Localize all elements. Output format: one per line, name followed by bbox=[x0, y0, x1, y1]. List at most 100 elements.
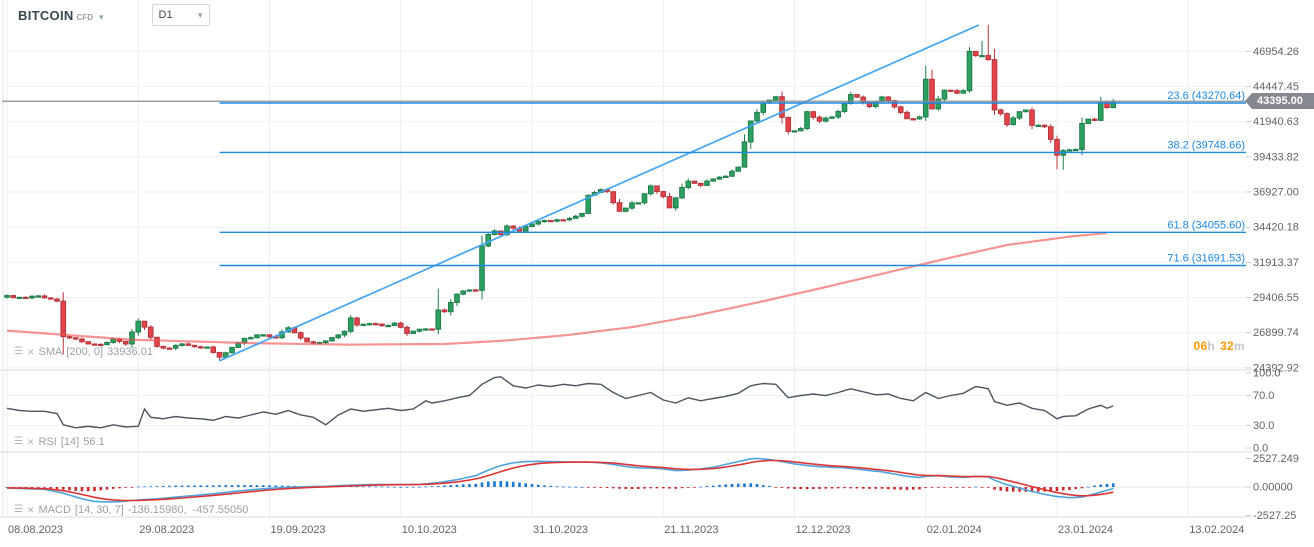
macd-histogram-bar bbox=[80, 487, 84, 492]
macd-histogram-bar bbox=[961, 487, 965, 488]
macd-histogram-bar bbox=[636, 487, 640, 490]
macd-histogram-bar bbox=[286, 485, 290, 487]
candle-body bbox=[1029, 109, 1035, 126]
indicator-legend-icon[interactable]: ☰ bbox=[14, 436, 23, 447]
price-axis-background[interactable] bbox=[1248, 0, 1314, 547]
macd-histogram-bar bbox=[405, 486, 409, 488]
candle-body bbox=[460, 290, 467, 295]
candle-body bbox=[904, 111, 910, 120]
candle-body bbox=[1079, 122, 1085, 150]
candle-body bbox=[16, 296, 23, 300]
macd-histogram-bar bbox=[1005, 487, 1009, 492]
candle-body bbox=[710, 178, 717, 182]
candle-body bbox=[135, 320, 142, 333]
macd-histogram-bar bbox=[530, 484, 534, 487]
candle-body bbox=[197, 346, 204, 349]
macd-histogram-bar bbox=[274, 485, 278, 487]
macd-histogram-bar bbox=[555, 486, 559, 488]
macd-histogram-bar bbox=[93, 487, 96, 492]
macd-histogram-bar bbox=[811, 487, 815, 490]
macd-histogram-bar bbox=[930, 487, 934, 488]
trendline[interactable] bbox=[219, 24, 980, 362]
macd-histogram-bar bbox=[993, 487, 996, 490]
macd-histogram-bar bbox=[1105, 483, 1109, 487]
price-tick-label: 34420.18 bbox=[1253, 222, 1299, 234]
chart-header: BITCOIN CFD ▾ D1 ▾ bbox=[0, 0, 210, 30]
indicator-value: 56.1 bbox=[83, 436, 105, 448]
macd-histogram-bar bbox=[168, 485, 171, 487]
macd-histogram-bar bbox=[374, 486, 378, 488]
candle-countdown: 06h 32m bbox=[1100, 339, 1245, 353]
symbol-selector[interactable]: BITCOIN CFD ▾ bbox=[18, 8, 104, 23]
candle-body bbox=[1066, 149, 1073, 152]
macd-histogram-bar bbox=[161, 485, 165, 487]
macd-histogram-bar bbox=[524, 483, 528, 487]
macd-histogram-bar bbox=[55, 487, 59, 490]
date-tick-label: 19.09.2023 bbox=[271, 524, 326, 536]
indicator-remove-icon[interactable]: ✕ bbox=[26, 504, 35, 515]
macd-histogram-bar bbox=[1055, 487, 1059, 492]
candle-body bbox=[872, 100, 879, 108]
macd-histogram-bar bbox=[574, 486, 578, 488]
candle-body bbox=[379, 323, 385, 327]
macd-histogram-bar bbox=[686, 487, 690, 488]
candle-body bbox=[835, 111, 842, 118]
candle-body bbox=[360, 323, 367, 326]
macd-histogram-bar bbox=[86, 487, 90, 492]
macd-histogram-bar bbox=[611, 487, 615, 489]
countdown-minutes-unit: m bbox=[1234, 339, 1245, 353]
macd-histogram-bar bbox=[805, 487, 809, 490]
macd-histogram-bar bbox=[768, 485, 771, 487]
macd-tick-label: 2527.249 bbox=[1253, 453, 1299, 465]
candle-body bbox=[354, 317, 360, 326]
candle-body bbox=[122, 340, 129, 345]
macd-histogram-bar bbox=[486, 481, 490, 487]
macd-histogram-bar bbox=[1011, 487, 1015, 492]
indicator-legend-icon[interactable]: ☰ bbox=[14, 346, 23, 357]
macd-histogram-bar bbox=[205, 485, 209, 487]
macd-tick-label: -2527.25 bbox=[1253, 510, 1296, 522]
macd-histogram-bar bbox=[605, 487, 609, 488]
candle-body bbox=[935, 98, 942, 110]
candle-body bbox=[1085, 118, 1092, 124]
macd-histogram-bar bbox=[430, 486, 434, 487]
macd-histogram-bar bbox=[543, 485, 546, 487]
date-tick-label: 31.10.2023 bbox=[533, 524, 588, 536]
indicator-remove-icon[interactable]: ✕ bbox=[26, 346, 35, 357]
date-tick-label: 23.01.2024 bbox=[1058, 524, 1113, 536]
timeframe-selector[interactable]: D1 ▾ bbox=[151, 4, 210, 26]
macd-histogram-bar bbox=[261, 485, 265, 487]
candle-body bbox=[479, 245, 485, 291]
candle-body bbox=[185, 343, 192, 346]
indicator-legend-icon[interactable]: ☰ bbox=[14, 504, 23, 515]
macd-histogram-bar bbox=[549, 485, 553, 487]
macd-histogram-bar bbox=[1099, 484, 1103, 487]
macd-histogram-bar bbox=[380, 486, 384, 488]
candle-body bbox=[816, 116, 823, 122]
macd-histogram-bar bbox=[124, 487, 128, 488]
indicator-remove-icon[interactable]: ✕ bbox=[26, 436, 35, 447]
candle-body bbox=[129, 331, 135, 345]
macd-histogram-bar bbox=[49, 487, 53, 489]
candle-body bbox=[1091, 118, 1098, 121]
candle-body bbox=[691, 180, 698, 184]
macd-histogram-bar bbox=[536, 484, 540, 487]
macd-histogram-bar bbox=[868, 487, 871, 489]
candle-body bbox=[547, 219, 554, 223]
macd-histogram-bar bbox=[518, 482, 521, 487]
macd-histogram-bar bbox=[893, 487, 896, 490]
candle-body bbox=[1097, 102, 1104, 121]
candle-body bbox=[1010, 117, 1017, 126]
candle-body bbox=[922, 78, 929, 118]
indicator-params: [14, 30, 7] bbox=[74, 504, 124, 516]
macd-histogram-bar bbox=[243, 485, 246, 487]
macd-histogram-bar bbox=[943, 487, 946, 488]
candle-body bbox=[910, 118, 917, 121]
price-tick-label: 46954.26 bbox=[1253, 46, 1299, 58]
candle-body bbox=[722, 175, 729, 178]
price-tick-label: 41940.63 bbox=[1253, 116, 1299, 128]
candle-body bbox=[960, 90, 967, 94]
macd-histogram-bar bbox=[861, 487, 865, 489]
macd-histogram-bar bbox=[705, 486, 709, 487]
